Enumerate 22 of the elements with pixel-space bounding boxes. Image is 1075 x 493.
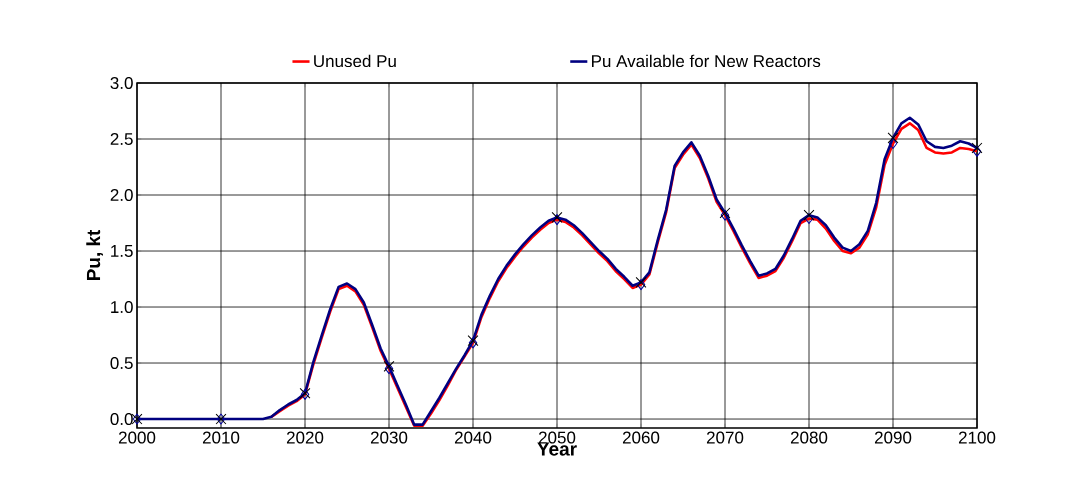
legend-label: Unused Pu — [314, 54, 396, 68]
y-tick-label: 2.5 — [110, 132, 133, 146]
x-tick-label: 2100 — [958, 431, 996, 444]
x-tick-label: 2060 — [622, 431, 660, 444]
x-tick-label: 2090 — [874, 431, 912, 444]
y-tick-label: 3.0 — [110, 76, 133, 90]
x-tick-label: 2050 — [538, 431, 576, 444]
x-tick-label: 2070 — [706, 431, 744, 444]
y-tick-label: 1.0 — [111, 301, 133, 314]
y-tick-label: 0.0 — [110, 413, 133, 426]
y-axis-title: Pu, kt — [86, 229, 103, 281]
x-tick-label: 2080 — [790, 431, 828, 444]
y-tick-label: 1.5 — [111, 245, 133, 257]
x-tick-label: 2010 — [202, 431, 240, 444]
x-tick-label: 2030 — [370, 431, 408, 444]
x-tick-label: 2000 — [118, 431, 156, 444]
x-tick-label: 2020 — [286, 431, 324, 444]
y-tick-label: 2.0 — [110, 188, 133, 202]
legend-label: Pu Available for New Reactors — [592, 54, 821, 68]
x-axis-title: Year — [537, 442, 577, 456]
x-tick-label: 2040 — [454, 431, 492, 444]
y-tick-label: 0.5 — [110, 357, 133, 370]
